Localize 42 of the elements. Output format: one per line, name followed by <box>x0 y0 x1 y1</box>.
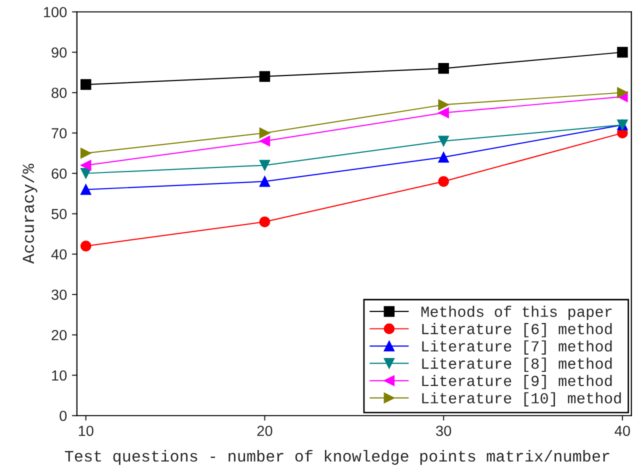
point <box>438 107 449 118</box>
y-tick-label: 100 <box>44 6 67 18</box>
point <box>438 176 449 187</box>
y-tick-label: 30 <box>52 290 67 300</box>
legend-label: Methods of this paper <box>421 306 612 320</box>
y-tick-label: 90 <box>52 47 67 58</box>
legend-label: Literature [10] method <box>422 392 621 406</box>
point <box>80 240 92 252</box>
y-tick-label: 20 <box>52 330 67 340</box>
y-tick-label: 70 <box>52 128 67 138</box>
y-tick-label: 40 <box>51 249 67 260</box>
point <box>438 152 449 163</box>
point <box>259 136 270 146</box>
legend-label: Literature [7] method <box>422 340 612 355</box>
point <box>80 184 92 195</box>
legend-label: Literature [8] method <box>422 358 612 372</box>
y-tick-label: 60 <box>52 168 67 179</box>
y-tick-label: 0 <box>60 410 67 422</box>
point <box>80 148 92 159</box>
x-tick-label: 20 <box>257 426 272 436</box>
legend-label: Literature [6] method <box>422 323 612 338</box>
y-axis-title: Accuracy/% <box>22 164 38 264</box>
y-tick-label: 50 <box>52 208 67 220</box>
x-axis-title: Test questions - number of knowledge points matrix/number <box>64 450 610 465</box>
point <box>438 63 449 74</box>
point <box>617 46 628 58</box>
point <box>259 128 270 138</box>
y-tick-label: 80 <box>52 88 67 98</box>
point <box>259 176 270 187</box>
legend-label: Literature [9] method <box>422 374 612 390</box>
x-tick-label: 40 <box>614 426 630 436</box>
point <box>259 160 270 171</box>
point <box>259 216 270 228</box>
x-tick-label: 30 <box>436 426 452 436</box>
point <box>438 136 449 146</box>
point <box>80 160 92 171</box>
point <box>438 99 449 110</box>
point <box>617 87 628 98</box>
point <box>80 79 92 90</box>
y-tick-label: 10 <box>52 370 67 381</box>
x-tick-label: 10 <box>78 426 94 436</box>
point <box>259 71 270 82</box>
